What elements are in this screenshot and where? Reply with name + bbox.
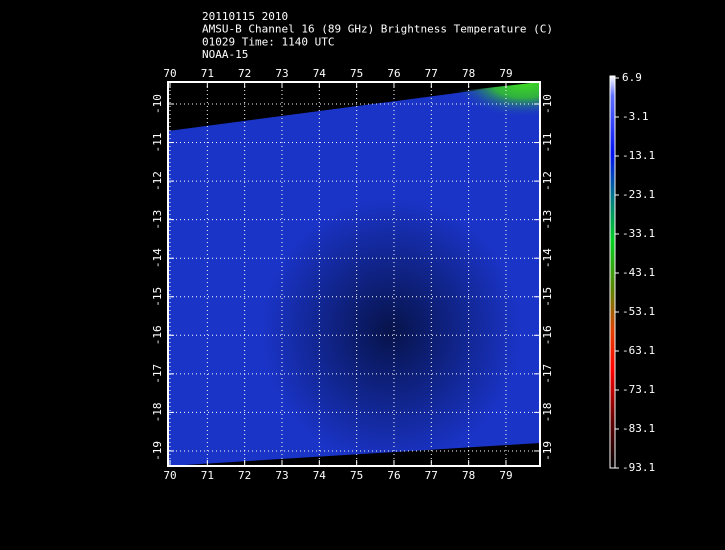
- lon-label-top: 73: [275, 67, 288, 80]
- colorbar-label: -73.1: [622, 383, 655, 396]
- lat-label-left: -11: [151, 133, 164, 153]
- lat-label-left: -15: [151, 287, 164, 307]
- lat-label-right: -19: [541, 441, 554, 461]
- lon-label-top: 79: [499, 67, 512, 80]
- lon-label-top: 71: [201, 67, 214, 80]
- header-line: 01029 Time: 1140 UTC: [202, 35, 334, 48]
- lat-label-left: -12: [151, 171, 164, 191]
- lon-label-bottom: 71: [201, 469, 214, 482]
- map-frame: [167, 81, 541, 467]
- lon-label-bottom: 76: [387, 469, 400, 482]
- lon-label-bottom: 77: [425, 469, 438, 482]
- lat-label-left: -16: [151, 325, 164, 345]
- lon-label-top: 76: [387, 67, 400, 80]
- colorbar-label: -33.1: [622, 227, 655, 240]
- lon-label-top: 78: [462, 67, 475, 80]
- colorbar-label: -63.1: [622, 344, 655, 357]
- lat-label-left: -14: [151, 248, 164, 268]
- lon-label-bottom: 70: [163, 469, 176, 482]
- lat-label-right: -18: [541, 402, 554, 422]
- lat-label-right: -15: [541, 287, 554, 307]
- lat-label-right: -14: [541, 248, 554, 268]
- lon-label-top: 74: [313, 67, 327, 80]
- lon-label-top: 70: [163, 67, 176, 80]
- lon-label-top: 77: [425, 67, 438, 80]
- lat-label-left: -13: [151, 210, 164, 230]
- colorbar-label: -13.1: [622, 149, 655, 162]
- lon-label-bottom: 73: [275, 469, 288, 482]
- colorbar-label: -43.1: [622, 266, 655, 279]
- lon-label-top: 75: [350, 67, 363, 80]
- lat-label-right: -13: [541, 210, 554, 230]
- colorbar-label: -53.1: [622, 305, 655, 318]
- colorbar-label: 6.9: [622, 71, 642, 84]
- lat-label-left: -18: [151, 402, 164, 422]
- lat-label-left: -10: [151, 94, 164, 114]
- lat-label-right: -12: [541, 171, 554, 191]
- colorbar-label: -93.1: [622, 461, 655, 474]
- colorbar: [609, 75, 616, 469]
- colorbar-labels: 6.9 -3.1 -13.1 -23.1 -33.1 -43.1 -53.1 -63.1 -73…: [615, 71, 655, 474]
- swath-shade: [168, 82, 540, 466]
- header-line: AMSU-B Channel 16 (89 GHz) Brightness Te…: [202, 23, 553, 36]
- lon-label-bottom: 78: [462, 469, 475, 482]
- lon-label-bottom: 72: [238, 469, 251, 482]
- header-line: 20110115 2010: [202, 10, 288, 23]
- lat-label-left: -17: [151, 364, 164, 384]
- lat-label-right: -16: [541, 325, 554, 345]
- lat-label-left: -19: [151, 441, 164, 461]
- colorbar-label: -23.1: [622, 188, 655, 201]
- lon-label-bottom: 74: [313, 469, 327, 482]
- swath-green: [380, 82, 540, 160]
- lat-label-right: -17: [541, 364, 554, 384]
- lon-label-bottom: 79: [499, 469, 512, 482]
- lon-label-top: 72: [238, 67, 251, 80]
- lat-label-right: -10: [541, 94, 554, 114]
- lat-label-right: -11: [541, 133, 554, 153]
- colorbar-label: -3.1: [622, 110, 649, 123]
- lon-label-bottom: 75: [350, 469, 363, 482]
- grid: 70 70 71 71 72 72 73 73 74 74 75 75 76 76 77 77 78 78 79 79…: [151, 67, 554, 482]
- header-line: NOAA-15: [202, 48, 248, 61]
- colorbar-label: -83.1: [622, 422, 655, 435]
